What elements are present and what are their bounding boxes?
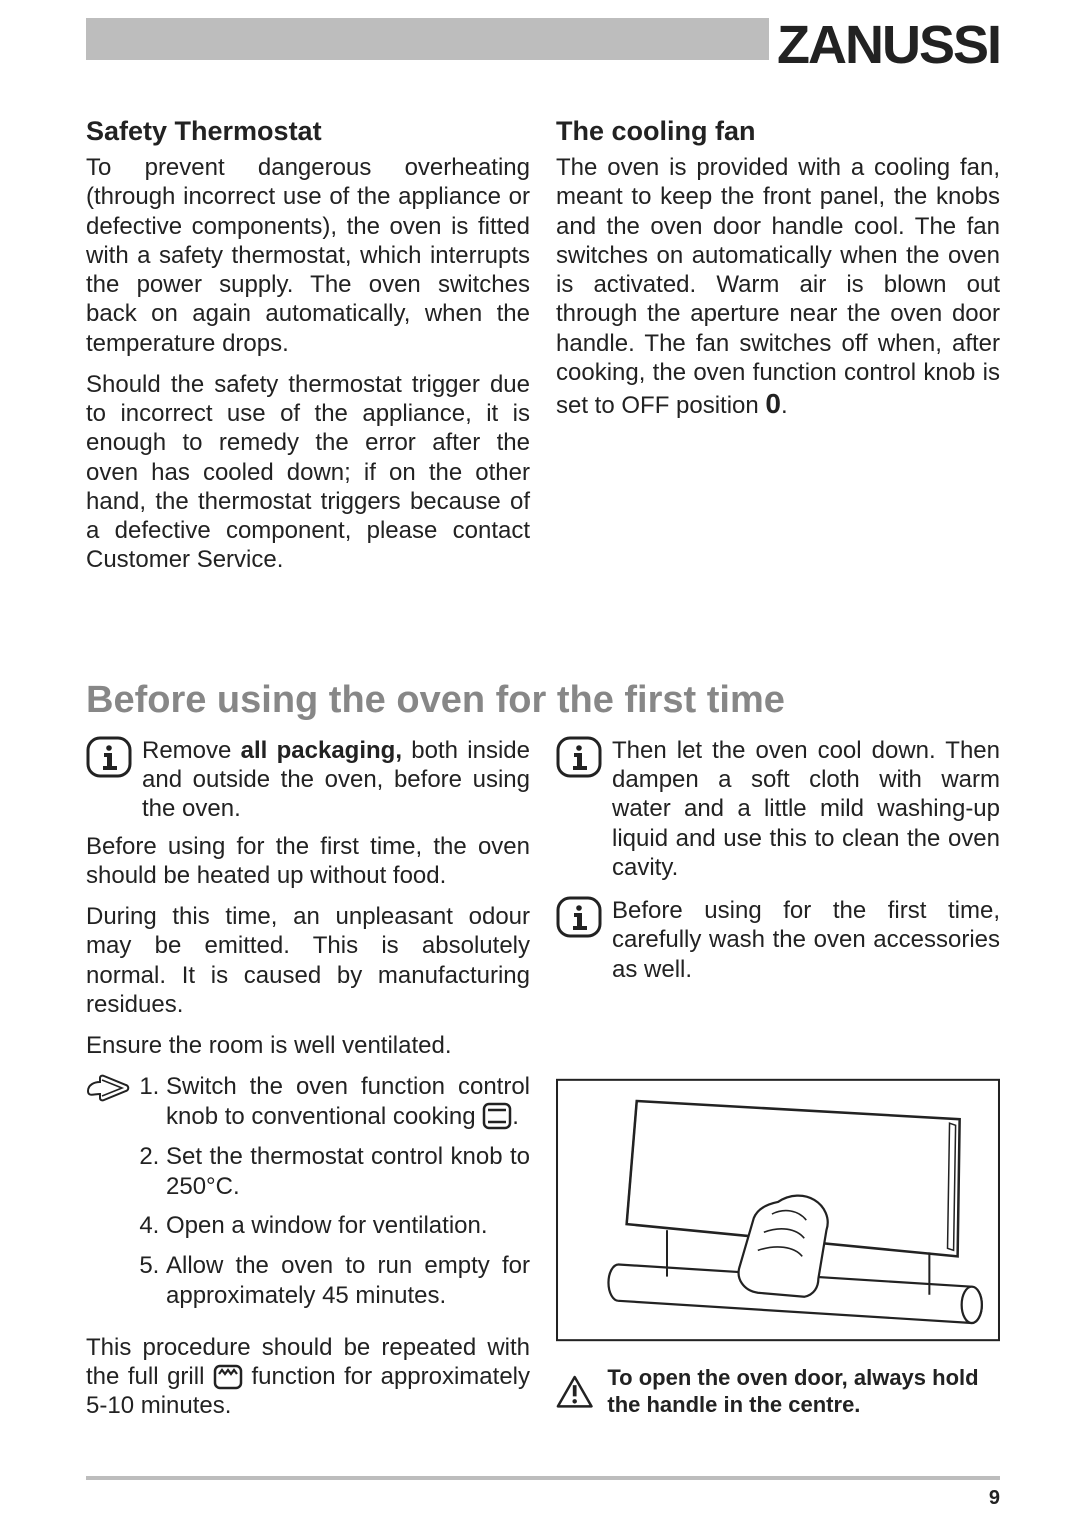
first-use-para1: Before using for the first time, the ove…	[86, 832, 530, 891]
first-use-para2: During this time, an unpleasant odour ma…	[86, 902, 530, 1019]
info-icon	[556, 736, 602, 778]
footer-rule	[86, 1476, 1000, 1480]
col-right-top: The cooling fan The oven is provided wit…	[556, 86, 1000, 587]
step1-a: Switch the oven function control knob to…	[166, 1073, 530, 1130]
info-cool-down: Then let the oven cool down. Then dampen…	[556, 736, 1000, 894]
top-columns: Safety Thermostat To prevent dangerous o…	[86, 86, 1000, 587]
step-1: Switch the oven function control knob to…	[166, 1072, 530, 1132]
safety-thermostat-heading: Safety Thermostat	[86, 116, 530, 147]
header-band: ZANUSSI	[86, 18, 1000, 78]
conventional-cooking-icon	[482, 1102, 512, 1130]
info-remove-packaging: Remove all packaging, both inside and ou…	[86, 736, 530, 830]
spacer	[556, 998, 1000, 1070]
col-left-bottom: Remove all packaging, both inside and ou…	[86, 736, 530, 1433]
warning-icon	[556, 1365, 593, 1419]
info-remove-packaging-text: Remove all packaging, both inside and ou…	[142, 736, 530, 824]
info-icon	[86, 736, 132, 778]
col-right-bottom: Then let the oven cool down. Then dampen…	[556, 736, 1000, 1433]
page-number: 9	[989, 1487, 1000, 1510]
col-left-top: Safety Thermostat To prevent dangerous o…	[86, 86, 530, 587]
safety-thermostat-para1: To prevent dangerous overheating (throug…	[86, 153, 530, 358]
safety-thermostat-para2: Should the safety thermostat trigger due…	[86, 370, 530, 575]
first-use-para3: Ensure the room is well ventilated.	[86, 1031, 530, 1060]
first-use-footer: This procedure should be repeated with t…	[86, 1333, 530, 1421]
full-grill-icon	[213, 1362, 243, 1390]
first-use-section-heading: Before using the oven for the first time	[86, 679, 1000, 722]
steps-block: Switch the oven function control knob to…	[86, 1072, 530, 1330]
rp-bold: all packaging,	[241, 737, 402, 764]
cooling-fan-heading: The cooling fan	[556, 116, 1000, 147]
door-handle-diagram	[556, 1070, 1000, 1350]
caution-text: To open the oven door, always hold the h…	[607, 1365, 1000, 1419]
info-wash-accessories: Before using for the first time, careful…	[556, 896, 1000, 996]
info-wash-accessories-text: Before using for the first time, careful…	[612, 896, 1000, 984]
off-position-symbol: 0	[765, 388, 781, 419]
cooling-fan-text-b: .	[781, 392, 788, 419]
caution: To open the oven door, always hold the h…	[556, 1365, 1000, 1419]
info-cool-down-text: Then let the oven cool down. Then dampen…	[612, 736, 1000, 882]
cooling-fan-para: The oven is provided with a cooling fan,…	[556, 153, 1000, 421]
info-icon	[556, 896, 602, 938]
rp-a: Remove	[142, 737, 241, 764]
bottom-columns: Remove all packaging, both inside and ou…	[86, 736, 1000, 1433]
manual-page: ZANUSSI Safety Thermostat To prevent dan…	[0, 0, 1080, 1532]
step-2: Set the thermostat control knob to 250°C…	[166, 1142, 530, 1202]
step-4: Open a window for ventilation.	[166, 1211, 530, 1241]
step1-b: .	[512, 1103, 519, 1130]
brand-logo: ZANUSSI	[777, 18, 1000, 78]
hand-pointing-icon	[86, 1074, 130, 1102]
step-5: Allow the oven to run empty for approxim…	[166, 1251, 530, 1311]
steps-list: Switch the oven function control knob to…	[140, 1072, 530, 1320]
cooling-fan-text-a: The oven is provided with a cooling fan,…	[556, 154, 1000, 419]
header-grey-bar	[86, 18, 769, 60]
